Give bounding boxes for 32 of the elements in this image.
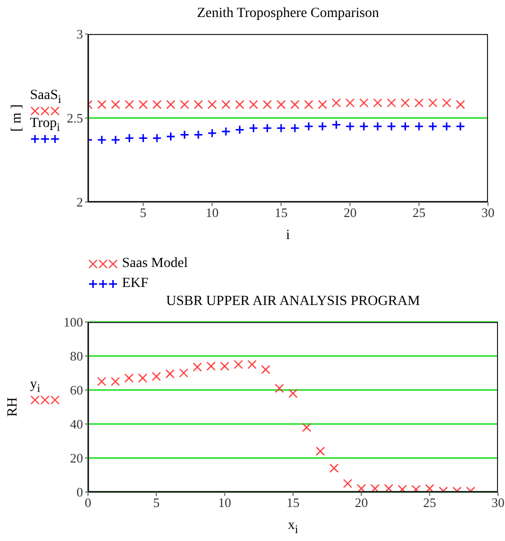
y-tick-label: 100 (64, 314, 83, 330)
y-axis-title: [ m ] (10, 104, 26, 132)
y-tick-label: 2.5 (66, 110, 83, 126)
x-tick-label: 30 (482, 205, 494, 220)
x-tick-label: 5 (153, 495, 160, 510)
x-tick-label: 10 (206, 205, 219, 220)
x-tick-label: 25 (423, 495, 436, 510)
y-tick-label: 3 (76, 26, 83, 42)
y-tick-label: 80 (70, 348, 83, 364)
x-tick-label: 15 (286, 495, 300, 510)
x-tick-label: 20 (344, 205, 357, 220)
x-tick-label: 25 (412, 205, 426, 220)
x-tick-label: 30 (492, 495, 504, 510)
legend-label: Saas Model (122, 256, 188, 272)
y-tick-label: 60 (70, 382, 83, 398)
y-tick-label: 2 (76, 194, 83, 210)
y-tick-label: 20 (70, 450, 83, 466)
text: y$_{i}$ (30, 377, 42, 395)
legend-label: EKF (122, 276, 148, 292)
text: SaaS$_{i}$ (30, 88, 62, 106)
chart-title: Zenith Troposphere Comparison (196, 6, 380, 23)
y-tick-label: 0 (76, 484, 83, 500)
y-tick-label: 40 (70, 416, 83, 432)
y-axis-title: RH (6, 397, 22, 417)
text: Trop$_{i}$ (30, 116, 61, 134)
x-tick-label: 10 (218, 495, 232, 510)
chart-title: USBR UPPER AIR ANALYSIS PROGRAM (165, 294, 421, 311)
x-axis-title: x$_{i}$ (286, 518, 300, 536)
x-tick-label: 20 (354, 495, 368, 510)
x-tick-label: 5 (140, 205, 146, 220)
x-tick-label: 15 (274, 205, 288, 220)
x-axis-title: i (285, 228, 291, 244)
